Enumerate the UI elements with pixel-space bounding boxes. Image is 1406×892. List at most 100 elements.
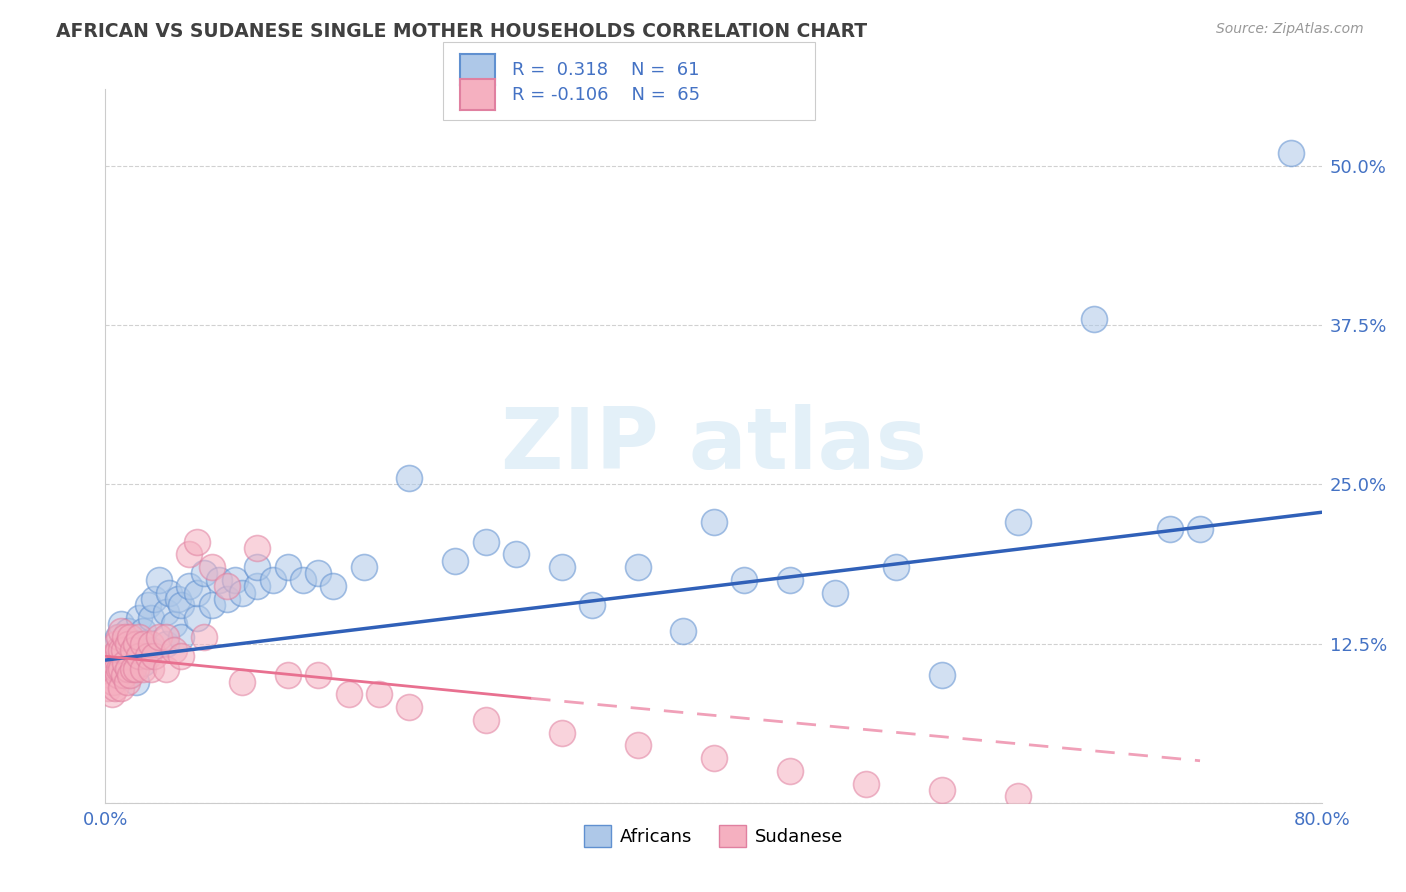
Point (307, 668, 329, 682)
Point (277, 668, 299, 682)
Point (163, 617, 186, 632)
Point (217, 591, 239, 606)
Point (322, 579, 344, 593)
Point (125, 662, 148, 676)
Point (110, 662, 132, 676)
Point (186, 611, 208, 625)
Point (132, 636, 155, 650)
Point (292, 573, 315, 587)
Point (112, 643, 135, 657)
Point (117, 668, 139, 682)
Point (246, 560, 269, 574)
Point (170, 630, 193, 644)
Point (125, 636, 148, 650)
Point (110, 643, 132, 657)
Point (931, 668, 953, 682)
Point (398, 471, 420, 485)
Point (112, 668, 135, 682)
Point (474, 534, 496, 549)
Point (177, 547, 200, 561)
Point (626, 739, 648, 753)
Point (128, 649, 150, 664)
Legend: Africans, Sudanese: Africans, Sudanese (576, 818, 851, 855)
Point (193, 566, 215, 581)
Point (125, 674, 148, 689)
Point (855, 777, 877, 791)
Point (368, 688, 391, 702)
Point (163, 643, 186, 657)
Point (117, 636, 139, 650)
Point (824, 585, 846, 599)
Point (550, 725, 572, 739)
Point (1188, 522, 1211, 536)
Point (118, 630, 141, 644)
Point (444, 554, 467, 568)
Point (101, 649, 124, 664)
Point (1279, 145, 1302, 160)
Point (155, 662, 177, 676)
Point (98, 668, 121, 682)
Point (110, 624, 132, 638)
Point (474, 713, 496, 727)
Point (186, 585, 208, 599)
Point (139, 611, 162, 625)
Point (110, 617, 132, 632)
Point (100, 688, 122, 702)
Point (100, 656, 122, 670)
Point (884, 560, 907, 574)
Point (117, 624, 139, 638)
Text: ZIP atlas: ZIP atlas (501, 404, 927, 488)
Point (672, 624, 695, 638)
Point (148, 573, 170, 587)
Point (143, 591, 166, 606)
Point (155, 636, 177, 650)
Point (224, 573, 246, 587)
Point (115, 674, 138, 689)
Point (118, 668, 141, 682)
Point (208, 573, 231, 587)
Point (128, 630, 150, 644)
Point (112, 643, 135, 657)
Point (101, 649, 124, 664)
Point (702, 516, 725, 530)
Point (702, 751, 725, 765)
Point (1007, 789, 1029, 804)
Point (143, 649, 166, 664)
Point (307, 566, 329, 581)
Point (121, 643, 143, 657)
Point (167, 591, 190, 606)
Point (148, 630, 170, 644)
Point (139, 636, 162, 650)
Point (103, 649, 125, 664)
Point (626, 560, 648, 574)
Point (277, 560, 299, 574)
Point (139, 662, 162, 676)
Point (136, 599, 159, 613)
Point (101, 674, 124, 689)
Point (114, 630, 136, 644)
Point (398, 700, 420, 714)
Point (733, 573, 755, 587)
Point (132, 662, 155, 676)
Point (121, 636, 143, 650)
Point (107, 643, 129, 657)
Point (505, 547, 527, 561)
Point (139, 643, 162, 657)
Point (201, 599, 224, 613)
Point (155, 605, 177, 619)
Point (1007, 516, 1029, 530)
Point (779, 573, 801, 587)
Point (107, 668, 129, 682)
Point (105, 636, 128, 650)
Point (114, 656, 136, 670)
Text: AFRICAN VS SUDANESE SINGLE MOTHER HOUSEHOLDS CORRELATION CHART: AFRICAN VS SUDANESE SINGLE MOTHER HOUSEH… (56, 22, 868, 41)
Point (121, 662, 143, 676)
Point (550, 560, 572, 574)
Point (231, 585, 253, 599)
Point (201, 560, 224, 574)
Point (155, 630, 177, 644)
Text: R = -0.106    N =  65: R = -0.106 N = 65 (512, 86, 700, 103)
Point (217, 579, 239, 593)
Text: Source: ZipAtlas.com: Source: ZipAtlas.com (1216, 22, 1364, 37)
Point (177, 579, 200, 593)
